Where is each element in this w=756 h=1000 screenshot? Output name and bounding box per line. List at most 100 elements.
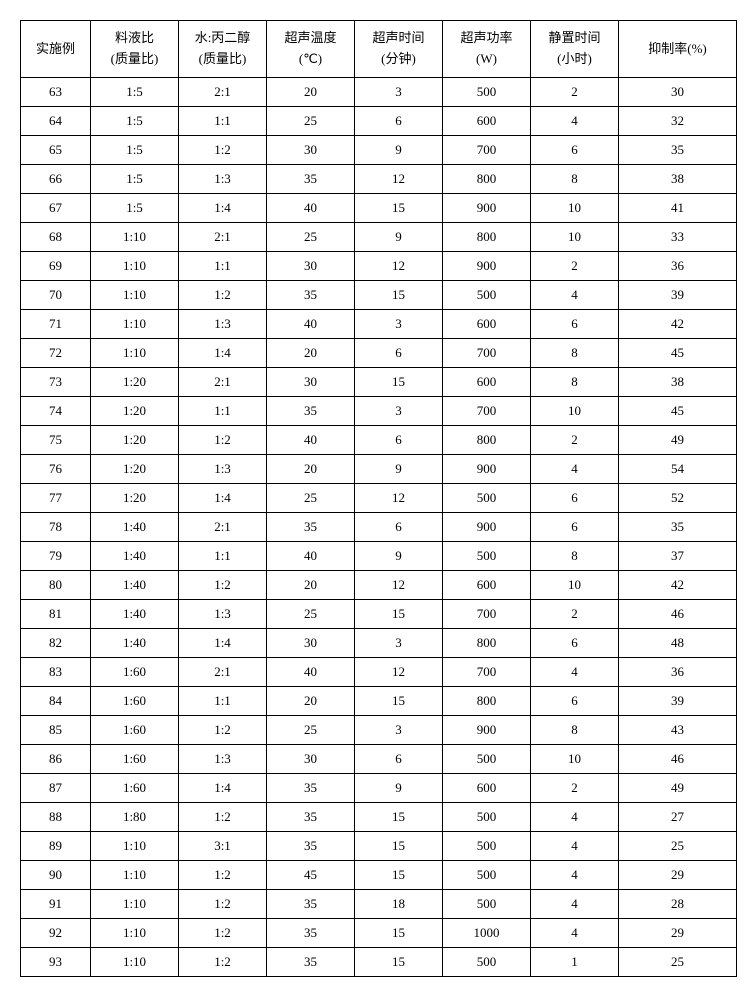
table-cell: 36 [619,658,737,687]
table-cell: 74 [21,397,91,426]
table-cell: 81 [21,600,91,629]
table-cell: 80 [21,571,91,600]
table-cell: 1:3 [179,745,267,774]
table-row: 861:601:33065001046 [21,745,737,774]
table-cell: 46 [619,600,737,629]
table-cell: 1:60 [91,774,179,803]
table-cell: 30 [267,252,355,281]
table-cell: 90 [21,861,91,890]
table-cell: 71 [21,310,91,339]
table-cell: 1:5 [91,165,179,194]
table-cell: 63 [21,78,91,107]
table-cell: 800 [443,687,531,716]
table-cell: 15 [355,194,443,223]
table-cell: 65 [21,136,91,165]
table-cell: 2 [531,78,619,107]
col-header-7: 抑制率(%) [619,21,737,78]
table-row: 661:51:33512800838 [21,165,737,194]
table-row: 811:401:32515700246 [21,600,737,629]
table-cell: 1:1 [179,397,267,426]
col-header-line2: (℃) [267,49,354,70]
table-cell: 25 [267,484,355,513]
col-header-line1: 超声功率 [443,28,530,49]
table-cell: 35 [267,165,355,194]
table-cell: 29 [619,919,737,948]
table-row: 881:801:23515500427 [21,803,737,832]
table-row: 831:602:14012700436 [21,658,737,687]
table-cell: 2 [531,600,619,629]
table-cell: 1:40 [91,600,179,629]
table-cell: 1:20 [91,397,179,426]
table-cell: 6 [531,513,619,542]
table-cell: 35 [267,281,355,310]
table-cell: 1:10 [91,339,179,368]
table-cell: 1:40 [91,513,179,542]
table-cell: 2:1 [179,513,267,542]
table-cell: 9 [355,774,443,803]
col-header-line1: 抑制率(%) [619,39,736,60]
table-cell: 40 [267,310,355,339]
table-cell: 4 [531,658,619,687]
table-cell: 2 [531,774,619,803]
table-cell: 41 [619,194,737,223]
table-header: 实施例 料液比 (质量比) 水:丙二醇 (质量比) 超声温度 (℃) 超声时间 … [21,21,737,78]
table-cell: 900 [443,455,531,484]
table-cell: 25 [619,948,737,977]
table-cell: 45 [619,339,737,368]
table-cell: 9 [355,455,443,484]
table-cell: 66 [21,165,91,194]
table-cell: 10 [531,194,619,223]
table-row: 701:101:23515500439 [21,281,737,310]
table-cell: 1:10 [91,310,179,339]
table-cell: 1:2 [179,919,267,948]
table-cell: 46 [619,745,737,774]
table-cell: 76 [21,455,91,484]
table-cell: 1:80 [91,803,179,832]
table-row: 921:101:235151000429 [21,919,737,948]
table-cell: 1:5 [91,194,179,223]
table-cell: 35 [267,513,355,542]
table-cell: 1:20 [91,455,179,484]
header-row: 实施例 料液比 (质量比) 水:丙二醇 (质量比) 超声温度 (℃) 超声时间 … [21,21,737,78]
table-row: 631:52:1203500230 [21,78,737,107]
table-cell: 20 [267,687,355,716]
table-cell: 600 [443,310,531,339]
table-cell: 1:5 [91,78,179,107]
table-cell: 52 [619,484,737,513]
col-header-line1: 超声时间 [355,28,442,49]
table-row: 901:101:24515500429 [21,861,737,890]
table-cell: 10 [531,571,619,600]
table-cell: 2:1 [179,658,267,687]
table-cell: 1:10 [91,223,179,252]
table-row: 751:201:2406800249 [21,426,737,455]
table-row: 721:101:4206700845 [21,339,737,368]
table-cell: 25 [267,107,355,136]
table-cell: 1:10 [91,861,179,890]
table-cell: 82 [21,629,91,658]
table-cell: 1:40 [91,542,179,571]
table-cell: 35 [267,890,355,919]
col-header-line1: 实施例 [21,39,90,60]
table-cell: 800 [443,629,531,658]
table-cell: 1:2 [179,948,267,977]
table-cell: 20 [267,455,355,484]
table-cell: 1:2 [179,716,267,745]
table-row: 741:201:13537001045 [21,397,737,426]
table-cell: 2:1 [179,223,267,252]
table-cell: 72 [21,339,91,368]
table-row: 691:101:13012900236 [21,252,737,281]
table-cell: 1:2 [179,571,267,600]
col-header-6: 静置时间 (小时) [531,21,619,78]
table-cell: 700 [443,397,531,426]
table-cell: 1:10 [91,281,179,310]
table-cell: 9 [355,136,443,165]
table-row: 761:201:3209900454 [21,455,737,484]
table-cell: 500 [443,745,531,774]
table-cell: 15 [355,803,443,832]
table-cell: 87 [21,774,91,803]
table-cell: 83 [21,658,91,687]
table-cell: 1:10 [91,832,179,861]
table-cell: 1:4 [179,339,267,368]
table-cell: 78 [21,513,91,542]
table-cell: 12 [355,571,443,600]
